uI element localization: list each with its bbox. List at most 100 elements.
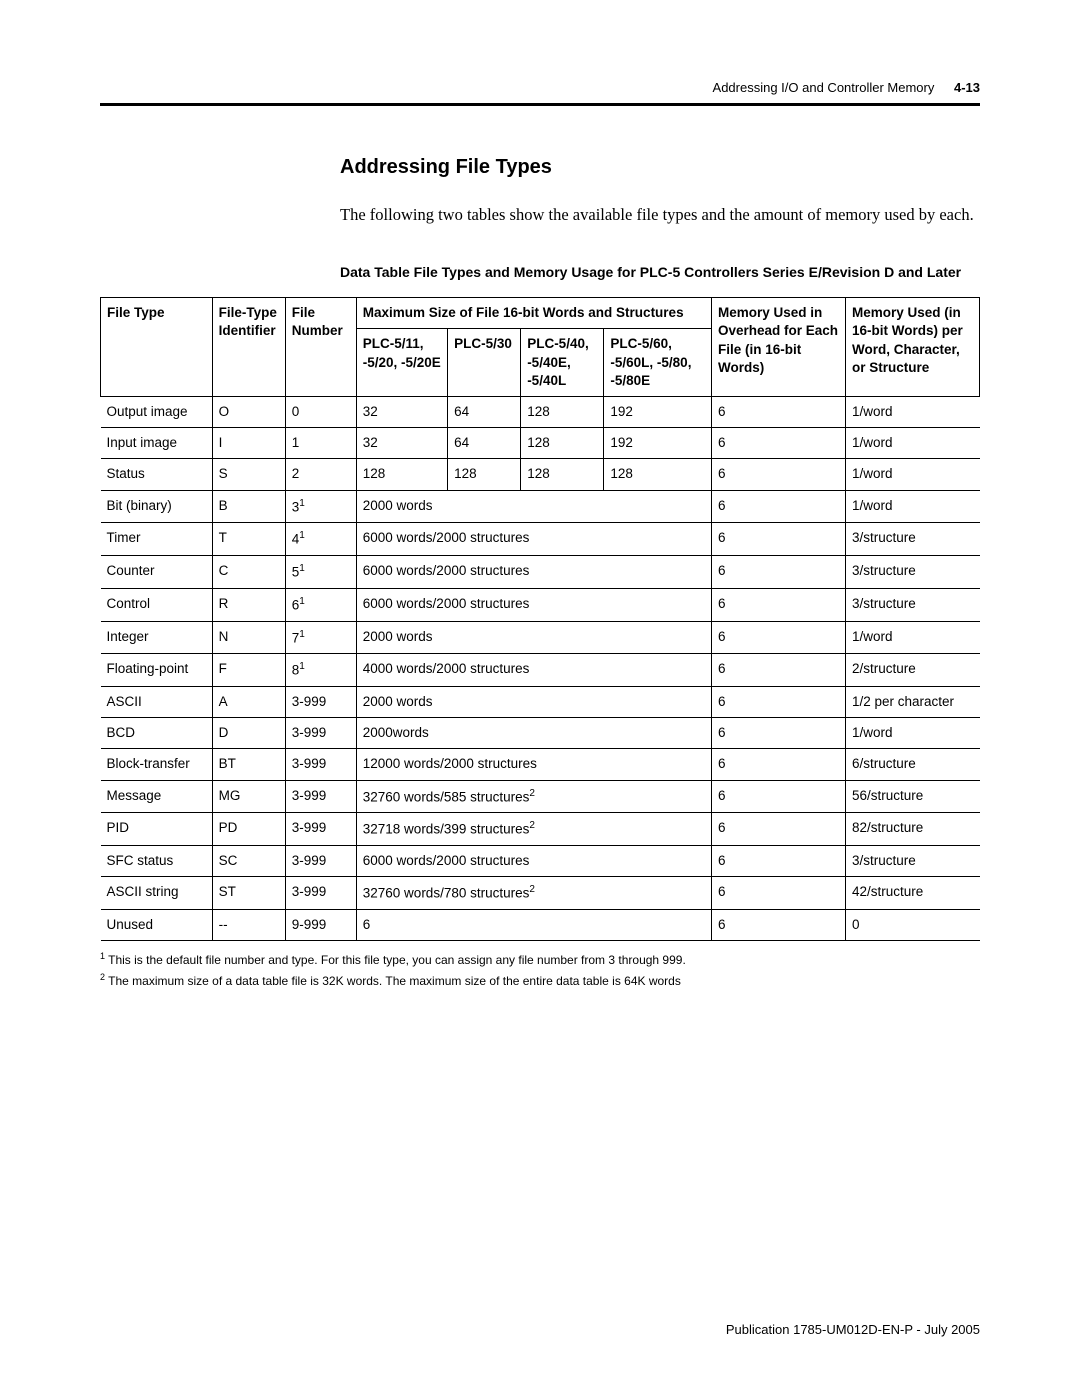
cell: 3/structure bbox=[845, 846, 979, 877]
cell: 6 bbox=[711, 813, 845, 846]
col-sub2: PLC-5/30 bbox=[448, 329, 521, 397]
cell: 71 bbox=[285, 621, 356, 654]
cell: 32 bbox=[356, 396, 447, 427]
cell: 3/structure bbox=[845, 588, 979, 621]
cell: O bbox=[212, 396, 285, 427]
cell: F bbox=[212, 654, 285, 687]
col-sub3: PLC-5/40, -5/40E, -5/40L bbox=[521, 329, 604, 397]
cell: MG bbox=[212, 780, 285, 813]
cell: 192 bbox=[604, 396, 712, 427]
cell: 1/word bbox=[845, 490, 979, 523]
cell: Counter bbox=[101, 556, 213, 589]
col-file-type: File Type bbox=[101, 298, 213, 397]
table-row: CounterC516000 words/2000 structures63/s… bbox=[101, 556, 980, 589]
cell: 1/2 per character bbox=[845, 686, 979, 717]
cell: 1 bbox=[285, 428, 356, 459]
cell: Unused bbox=[101, 909, 213, 940]
table-row: BCDD3-9992000words61/word bbox=[101, 718, 980, 749]
cell: BCD bbox=[101, 718, 213, 749]
footnote-2: 2 The maximum size of a data table file … bbox=[100, 970, 980, 991]
cell: 6000 words/2000 structures bbox=[356, 846, 711, 877]
cell: 32760 words/780 structures2 bbox=[356, 877, 711, 910]
cell: Message bbox=[101, 780, 213, 813]
cell: 32 bbox=[356, 428, 447, 459]
cell: 82/structure bbox=[845, 813, 979, 846]
cell: Output image bbox=[101, 396, 213, 427]
cell: 1/word bbox=[845, 459, 979, 490]
section-intro: The following two tables show the availa… bbox=[340, 203, 980, 226]
cell: 56/structure bbox=[845, 780, 979, 813]
cell: 2 bbox=[285, 459, 356, 490]
cell: 6 bbox=[711, 654, 845, 687]
table-row: SFC statusSC3-9996000 words/2000 structu… bbox=[101, 846, 980, 877]
cell: ST bbox=[212, 877, 285, 910]
table-row: ASCII stringST3-99932760 words/780 struc… bbox=[101, 877, 980, 910]
thead: File Type File-Type Identifier File Numb… bbox=[101, 298, 980, 397]
table-row: PIDPD3-99932718 words/399 structures2682… bbox=[101, 813, 980, 846]
cell: 3-999 bbox=[285, 813, 356, 846]
table-row: ASCIIA3-9992000 words61/2 per character bbox=[101, 686, 980, 717]
table-row: Bit (binary)B312000 words61/word bbox=[101, 490, 980, 523]
cell: N bbox=[212, 621, 285, 654]
section-block: Addressing File Types The following two … bbox=[340, 156, 980, 283]
cell: A bbox=[212, 686, 285, 717]
col-identifier: File-Type Identifier bbox=[212, 298, 285, 397]
table-row: ControlR616000 words/2000 structures63/s… bbox=[101, 588, 980, 621]
cell: 6 bbox=[711, 588, 845, 621]
cell: 3-999 bbox=[285, 749, 356, 780]
cell: ASCII string bbox=[101, 877, 213, 910]
cell: 192 bbox=[604, 428, 712, 459]
cell: 128 bbox=[521, 396, 604, 427]
cell: PID bbox=[101, 813, 213, 846]
cell: T bbox=[212, 523, 285, 556]
cell: Bit (binary) bbox=[101, 490, 213, 523]
cell: R bbox=[212, 588, 285, 621]
cell: 0 bbox=[845, 909, 979, 940]
table-caption: Data Table File Types and Memory Usage f… bbox=[340, 262, 980, 283]
cell: 6 bbox=[711, 877, 845, 910]
cell: 3-999 bbox=[285, 686, 356, 717]
cell: 6 bbox=[711, 396, 845, 427]
cell: 1/word bbox=[845, 621, 979, 654]
table-row: Floating-pointF814000 words/2000 structu… bbox=[101, 654, 980, 687]
cell: 64 bbox=[448, 396, 521, 427]
running-header: Addressing I/O and Controller Memory 4-1… bbox=[100, 80, 980, 95]
section-title: Addressing File Types bbox=[340, 156, 980, 179]
col-max-size: Maximum Size of File 16-bit Words and St… bbox=[356, 298, 711, 329]
cell: 6/structure bbox=[845, 749, 979, 780]
table-row: TimerT416000 words/2000 structures63/str… bbox=[101, 523, 980, 556]
cell: -- bbox=[212, 909, 285, 940]
cell: Input image bbox=[101, 428, 213, 459]
col-per-unit: Memory Used (in 16-bit Words) per Word, … bbox=[845, 298, 979, 397]
cell: I bbox=[212, 428, 285, 459]
page: Addressing I/O and Controller Memory 4-1… bbox=[0, 0, 1080, 1397]
cell: Status bbox=[101, 459, 213, 490]
cell: 3-999 bbox=[285, 780, 356, 813]
table-row: Output imageO0326412819261/word bbox=[101, 396, 980, 427]
table-wrap: File Type File-Type Identifier File Numb… bbox=[100, 297, 980, 991]
cell: ASCII bbox=[101, 686, 213, 717]
table-row: Block-transferBT3-99912000 words/2000 st… bbox=[101, 749, 980, 780]
cell: 128 bbox=[448, 459, 521, 490]
col-sub1: PLC-5/11, -5/20, -5/20E bbox=[356, 329, 447, 397]
cell: 6 bbox=[356, 909, 711, 940]
cell: B bbox=[212, 490, 285, 523]
footer-pub: Publication 1785-UM012D-EN-P - July 2005 bbox=[726, 1322, 980, 1337]
cell: 6000 words/2000 structures bbox=[356, 523, 711, 556]
cell: 6 bbox=[711, 621, 845, 654]
cell: 6 bbox=[711, 523, 845, 556]
cell: 0 bbox=[285, 396, 356, 427]
chapter-title: Addressing I/O and Controller Memory bbox=[713, 80, 935, 95]
cell: 6000 words/2000 structures bbox=[356, 588, 711, 621]
cell: Block-transfer bbox=[101, 749, 213, 780]
cell: Control bbox=[101, 588, 213, 621]
cell: 6 bbox=[711, 459, 845, 490]
cell: S bbox=[212, 459, 285, 490]
cell: 4000 words/2000 structures bbox=[356, 654, 711, 687]
cell: 6 bbox=[711, 428, 845, 459]
cell: 64 bbox=[448, 428, 521, 459]
cell: 32718 words/399 structures2 bbox=[356, 813, 711, 846]
cell: 128 bbox=[356, 459, 447, 490]
cell: 3/structure bbox=[845, 556, 979, 589]
cell: 51 bbox=[285, 556, 356, 589]
